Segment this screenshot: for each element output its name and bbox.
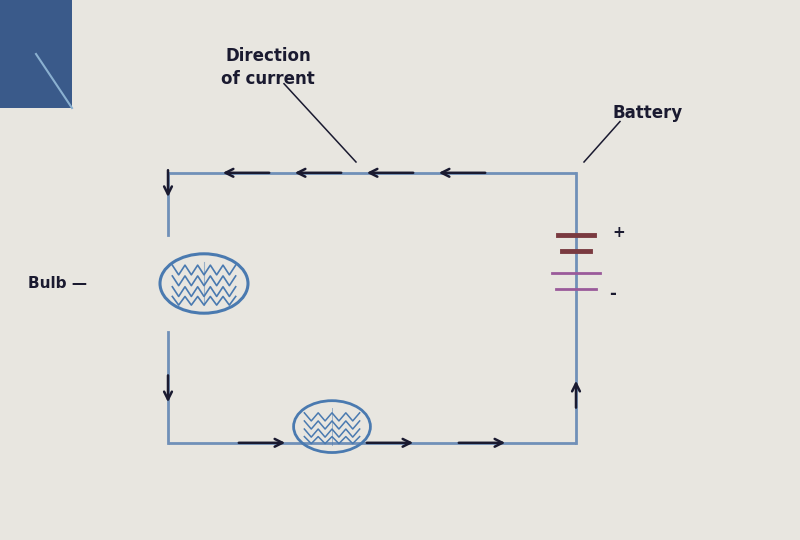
Text: Battery: Battery [613, 104, 683, 123]
Bar [0, 0, 72, 108]
Text: +: + [612, 225, 625, 240]
Text: Bulb —: Bulb — [28, 276, 87, 291]
Text: Direction
of current: Direction of current [221, 47, 315, 88]
Text: -: - [610, 285, 617, 303]
